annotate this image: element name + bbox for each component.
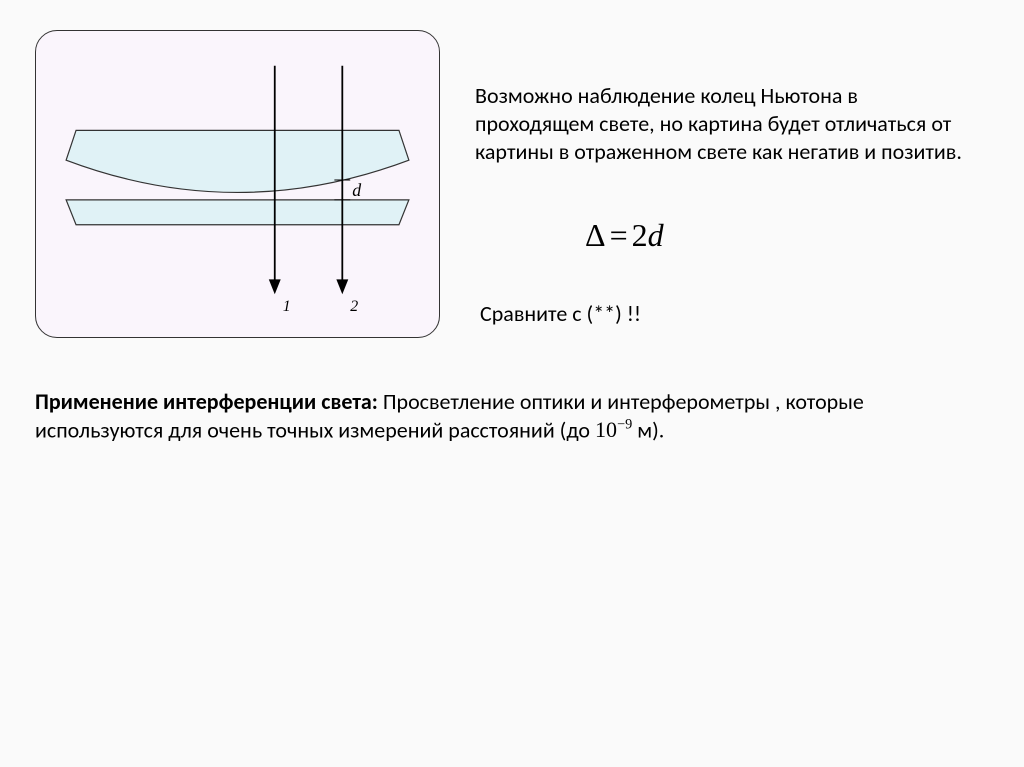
ray-2-label: 2	[350, 298, 358, 315]
glass-plate	[66, 200, 409, 225]
ray-1-arrowhead	[269, 279, 281, 294]
formula-variable-d: d	[648, 217, 664, 253]
ray-2-arrowhead	[336, 279, 348, 294]
formula-coefficient: 2	[632, 217, 648, 253]
formula-equals: =	[610, 217, 628, 253]
application-heading: Применение интерференции света:	[35, 388, 378, 415]
diagram-svg: d 1 2	[36, 31, 439, 337]
precision-exponent: 10−9	[595, 417, 632, 442]
compare-note: Сравните с (**) !!	[480, 300, 641, 327]
exp-power: −9	[617, 417, 632, 433]
newton-rings-diagram: d 1 2	[35, 30, 440, 338]
paragraph-transmitted-light: Возможно наблюдение колец Ньютона в прох…	[475, 82, 975, 166]
gap-label: d	[352, 180, 361, 200]
exp-base: 10	[595, 417, 617, 442]
application-text-b: м).	[632, 416, 664, 443]
formula-delta: Δ	[585, 217, 606, 253]
ray-1-label: 1	[283, 298, 291, 315]
optical-path-formula: Δ=2d	[585, 217, 664, 254]
application-paragraph: Применение интерференции света: Просветл…	[35, 388, 965, 445]
